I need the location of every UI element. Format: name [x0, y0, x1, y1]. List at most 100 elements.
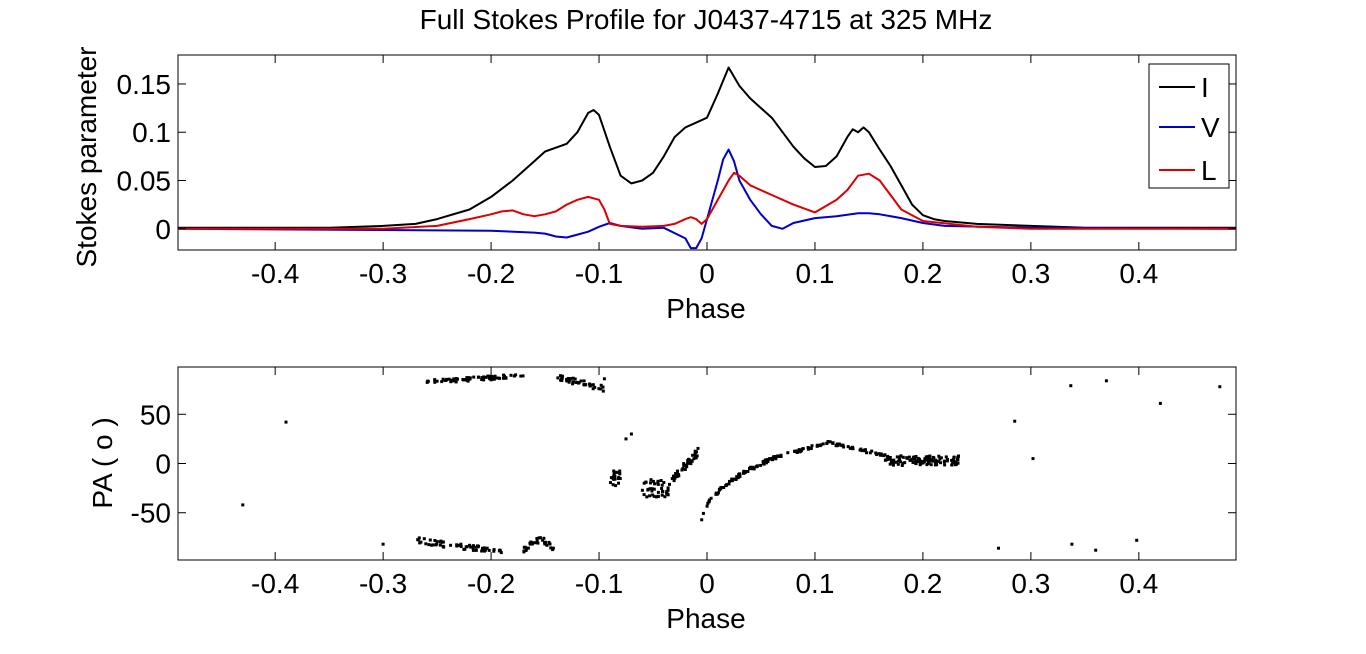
pa-point [529, 540, 533, 544]
pa-point [950, 463, 954, 467]
pa-point [690, 459, 693, 463]
stokes-ytick-label: 0 [155, 214, 171, 245]
pa-point [463, 547, 467, 551]
pa-point [751, 465, 755, 469]
pa-point [956, 458, 960, 462]
pa-point [920, 460, 923, 463]
pa-point [487, 548, 491, 552]
pa-point [874, 451, 878, 455]
pa-point [480, 376, 484, 380]
pa-point [673, 476, 677, 480]
series-line-v [177, 148, 1237, 250]
pa-point [584, 383, 588, 387]
pa-point [687, 458, 690, 462]
pa-point [519, 374, 523, 378]
pa-point [896, 462, 900, 466]
pa-point [660, 493, 664, 497]
pa-point [417, 536, 421, 540]
pa-point [591, 387, 595, 391]
pa-point [465, 376, 469, 380]
pa-point [891, 463, 895, 467]
pa-point [556, 376, 560, 380]
pa-point [560, 379, 564, 382]
pa-point [691, 453, 695, 457]
pa-point [646, 488, 650, 492]
pa-point [795, 451, 799, 454]
pa-point [612, 471, 616, 475]
pa-point [476, 545, 480, 549]
pa-point [707, 500, 711, 504]
pa-point [851, 445, 854, 449]
pa-point [762, 462, 766, 466]
pa-point [728, 479, 731, 483]
pa-point [886, 454, 890, 458]
pa-point [676, 469, 679, 473]
pa-point [907, 455, 911, 459]
pa-point [591, 383, 595, 387]
pa-point [655, 495, 659, 499]
pa-point [649, 481, 652, 485]
pa-point [427, 543, 431, 547]
pa-point [471, 546, 475, 550]
pa-point [860, 449, 864, 453]
pa-xtick-label: 0.2 [903, 568, 942, 599]
pa-point [567, 380, 571, 384]
pa-point [523, 545, 527, 549]
pa-point [670, 477, 674, 481]
pa-point [937, 454, 941, 458]
pa-point [481, 546, 484, 550]
pa-point [241, 503, 245, 507]
pa-point [953, 463, 957, 467]
pa-point [912, 455, 916, 459]
pa-point [433, 378, 437, 382]
pa-point [471, 544, 475, 548]
pa-point [535, 539, 539, 543]
pa-point [434, 543, 438, 547]
pa-point [819, 443, 823, 447]
stokes-xtick-label: 0.3 [1011, 258, 1050, 289]
pa-point [443, 378, 447, 382]
pa-point [828, 440, 832, 444]
pa-point [888, 462, 892, 466]
pa-point [908, 458, 912, 462]
pa-point [672, 479, 676, 483]
pa-point [766, 460, 770, 463]
pa-point [693, 451, 697, 454]
pa-point [896, 459, 900, 463]
pa-point [898, 457, 902, 461]
pa-point [534, 541, 538, 545]
pa-point [649, 478, 653, 482]
pa-point [1158, 401, 1162, 405]
pa-point [599, 387, 603, 391]
pa-point [438, 540, 442, 544]
pa-point [471, 548, 475, 552]
stokes-x-label: Phase [666, 293, 745, 324]
pa-point [883, 458, 887, 462]
pa-point [573, 377, 577, 381]
pa-point [821, 442, 825, 446]
pa-point [730, 477, 734, 481]
pa-point [602, 377, 606, 381]
stokes-xtick-label: 0.1 [795, 258, 834, 289]
pa-point [810, 444, 814, 448]
pa-point [618, 469, 622, 473]
pa-point [951, 458, 955, 462]
pa-point [807, 447, 810, 451]
pa-point [609, 481, 612, 485]
pa-point [441, 540, 445, 544]
series-line-i [178, 66, 1236, 229]
pa-point [934, 460, 938, 464]
pa-point [925, 463, 929, 467]
pa-point [571, 380, 575, 384]
pa-point [548, 542, 552, 546]
pa-point [457, 543, 461, 547]
stokes-xtick-label: 0 [699, 258, 715, 289]
pa-point [709, 496, 713, 500]
pa-plot-frame [177, 366, 1237, 561]
pa-point [642, 481, 646, 485]
pa-point [675, 475, 679, 479]
pa-point [846, 445, 850, 449]
pa-point [656, 495, 660, 498]
pa-point [461, 378, 465, 382]
